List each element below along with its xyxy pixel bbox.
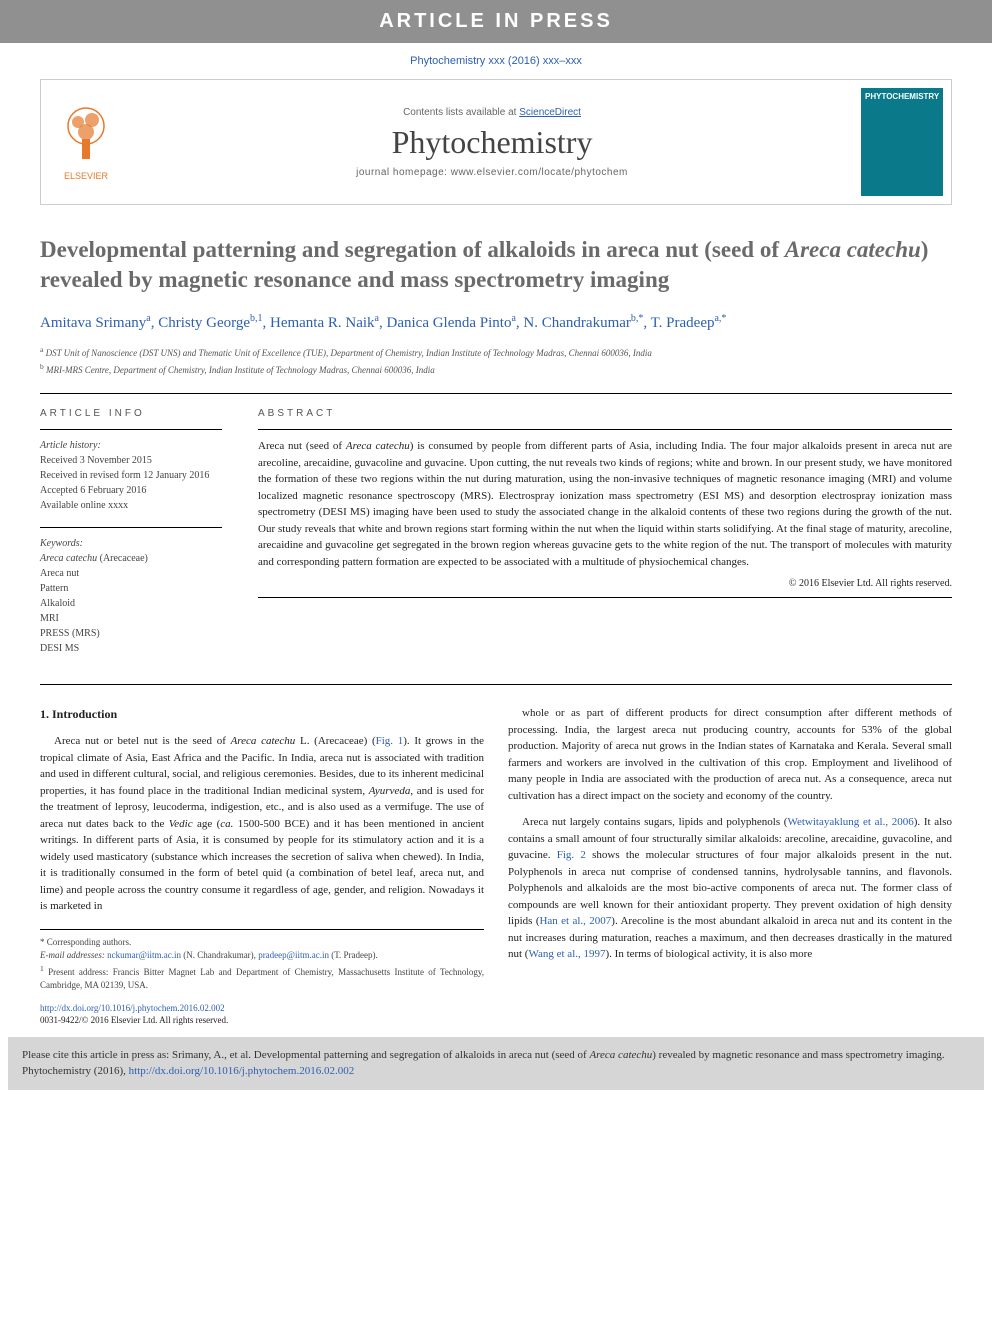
doi-line: http://dx.doi.org/10.1016/j.phytochem.20… [40,1003,952,1013]
citation-doi-link[interactable]: http://dx.doi.org/10.1016/j.phytochem.20… [129,1065,355,1077]
email-link-1[interactable]: nckumar@iitm.ac.in [107,950,181,960]
corresponding-authors: * Corresponding authors. [40,936,484,950]
history-online: Available online xxxx [40,498,222,513]
article-info-heading: ARTICLE INFO [40,408,222,419]
keyword: Areca nut [40,566,222,581]
journal-header: ELSEVIER Contents lists available at Sci… [40,79,952,205]
email-addresses: E-mail addresses: nckumar@iitm.ac.in (N.… [40,949,484,963]
elsevier-logo[interactable]: ELSEVIER [41,92,131,193]
history-label: Article history: [40,438,222,453]
contents-prefix: Contents lists available at [403,107,519,118]
abstract-column: ABSTRACT Areca nut (seed of Areca catech… [240,394,952,684]
citation-line: Phytochemistry xxx (2016) xxx–xxx [0,43,992,79]
keyword: PRESS (MRS) [40,626,222,641]
history-revised: Received in revised form 12 January 2016 [40,468,222,483]
body-column-right: whole or as part of different products f… [508,705,952,993]
journal-cover-thumbnail[interactable]: PHYTOCHEMISTRY [861,88,943,196]
affiliation-a: a DST Unit of Nanoscience (DST UNS) and … [40,344,952,361]
abstract-heading: ABSTRACT [258,408,952,419]
body-column-left: 1. Introduction Areca nut or betel nut i… [40,705,484,993]
article-in-press-banner: ARTICLE IN PRESS [0,0,992,43]
abstract-copyright: © 2016 Elsevier Ltd. All rights reserved… [258,578,952,589]
journal-name: Phytochemistry [139,124,845,161]
info-abstract-row: ARTICLE INFO Article history: Received 3… [40,394,952,684]
keyword: MRI [40,611,222,626]
email-link-2[interactable]: pradeep@iitm.ac.in [258,950,329,960]
cover-title: PHYTOCHEMISTRY [861,88,943,105]
intro-paragraph-1: Areca nut or betel nut is the seed of Ar… [40,733,484,915]
authors-line: Amitava Srimanya, Christy Georgeb,1, Hem… [40,311,952,335]
article-history-block: Article history: Received 3 November 201… [40,438,222,513]
elsevier-tree-icon [56,104,116,164]
footnotes: * Corresponding authors. E-mail addresse… [40,929,484,993]
keywords-block: Keywords: Areca catechu (Arecaceae) Arec… [40,536,222,656]
article-title: Developmental patterning and segregation… [40,235,952,295]
elsevier-label: ELSEVIER [49,171,123,181]
citation-box: Please cite this article in press as: Sr… [8,1037,984,1090]
doi-link[interactable]: http://dx.doi.org/10.1016/j.phytochem.20… [40,1003,225,1013]
keyword: Alkaloid [40,596,222,611]
keyword: Areca catechu (Arecaceae) [40,551,222,566]
affiliations: a DST Unit of Nanoscience (DST UNS) and … [40,344,952,377]
keyword: DESI MS [40,641,222,656]
intro-paragraph-2: whole or as part of different products f… [508,705,952,804]
journal-homepage[interactable]: journal homepage: www.elsevier.com/locat… [139,167,845,178]
history-accepted: Accepted 6 February 2016 [40,483,222,498]
divider [40,684,952,685]
keywords-label: Keywords: [40,536,222,551]
section-heading-intro: 1. Introduction [40,705,484,723]
sciencedirect-link[interactable]: ScienceDirect [519,107,581,118]
header-center: Contents lists available at ScienceDirec… [131,99,853,186]
abstract-text: Areca nut (seed of Areca catechu) is con… [258,438,952,570]
keyword: Pattern [40,581,222,596]
contents-available-line: Contents lists available at ScienceDirec… [139,107,845,118]
issn-copyright-line: 0031-9422/© 2016 Elsevier Ltd. All right… [40,1015,952,1025]
intro-paragraph-3: Areca nut largely contains sugars, lipid… [508,814,952,963]
affiliation-b: b MRI-MRS Centre, Department of Chemistr… [40,361,952,378]
history-received: Received 3 November 2015 [40,453,222,468]
body-columns: 1. Introduction Areca nut or betel nut i… [40,705,952,993]
article-info-column: ARTICLE INFO Article history: Received 3… [40,394,240,684]
present-address-note: 1 Present address: Francis Bitter Magnet… [40,963,484,993]
